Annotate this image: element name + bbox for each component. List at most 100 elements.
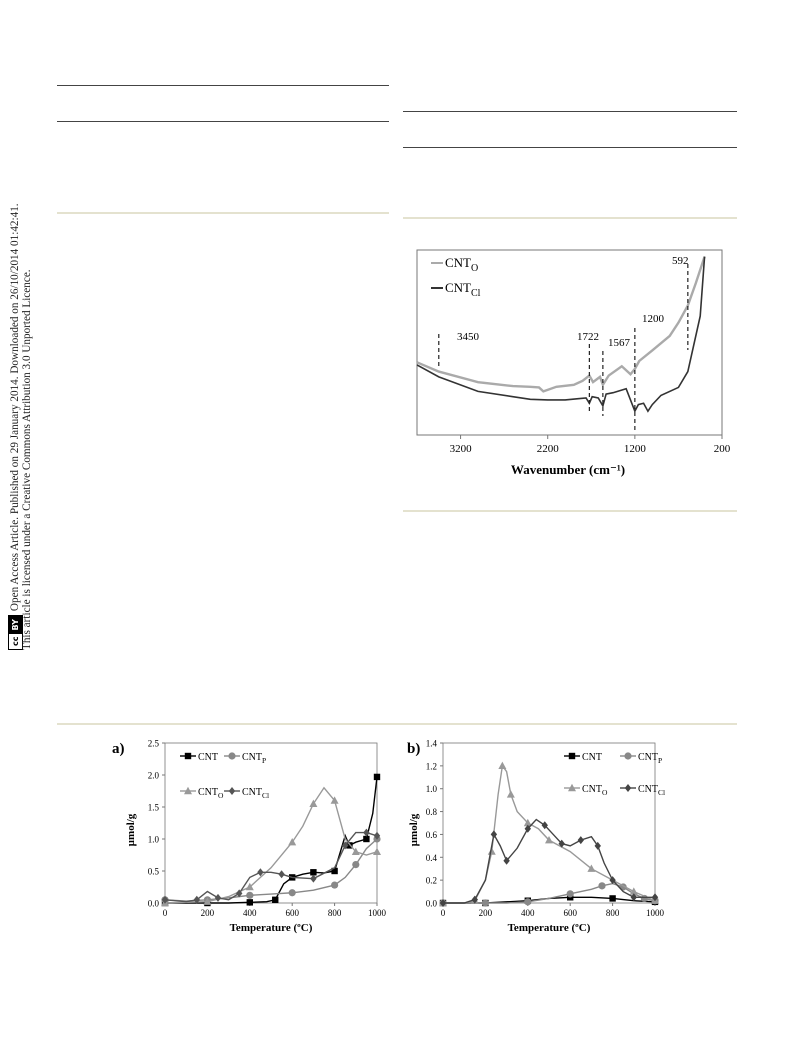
xtick-label: 400 [521, 908, 535, 918]
data-point-cntcl [609, 876, 616, 885]
data-point-cnt [346, 842, 353, 849]
ftir-series-cntcl [416, 256, 706, 414]
data-point-cnto [351, 847, 360, 855]
tpd-a-xlabel: Temperature (ºC) [230, 922, 313, 934]
license-line-2[interactable]: This article is licensed under a Creativ… [21, 269, 33, 650]
xtick-label: 600 [563, 908, 577, 918]
data-point-cnt [331, 867, 338, 875]
ytick-label: 2.5 [148, 739, 160, 749]
data-point-cntcl [236, 889, 243, 898]
legend-cntcl: CNTCl [242, 787, 269, 800]
data-point-cnt [310, 869, 317, 876]
ftir-series-cnto [416, 256, 706, 393]
xtick-label: 800 [606, 908, 620, 918]
data-point-cntcl [439, 899, 447, 907]
data-point-cntp [524, 898, 532, 906]
ytick-label: 1.5 [148, 803, 160, 813]
legend-marker-cntcl [624, 784, 632, 792]
data-point-cnt [609, 895, 616, 902]
tpd-a-frame [164, 742, 378, 904]
legend-label-cnto: CNTO [445, 255, 478, 274]
ftir-peak-label: 1567 [608, 337, 631, 349]
ftir-peak-label: 1722 [577, 331, 599, 343]
data-point-cntcl [310, 874, 317, 883]
data-point-cnt [363, 835, 370, 843]
data-point-cnto [498, 761, 507, 770]
legend-label-cntcl: CNTCl [445, 280, 481, 299]
ytick-label: 1.0 [148, 835, 160, 845]
data-point-cntp [288, 889, 296, 897]
legend-marker-cntp [624, 752, 632, 760]
series-line-cnto [164, 786, 378, 904]
data-point-cnt [246, 899, 253, 906]
legend-marker-cnt [568, 752, 576, 760]
xtick-label: 1000 [646, 908, 665, 918]
tpd-b-legend: CNT CNTP CNTO CNTCl [564, 752, 665, 797]
ytick-label: 0.4 [426, 853, 438, 863]
tpd-b-xlabel: Temperature (ºC) [508, 922, 591, 934]
legend-cnto: CNTO [198, 787, 224, 800]
series-line-cnto [443, 764, 656, 904]
xtick-label: 800 [328, 908, 342, 918]
data-point-cnto [309, 799, 318, 807]
ftir-peak-label: 592 [672, 255, 689, 267]
tpd-b-ylabel: µmol/g [408, 813, 420, 846]
xtick-label: 600 [285, 908, 299, 918]
xtick-label: 0 [441, 908, 446, 918]
series-line-cntcl [443, 818, 655, 904]
data-point-cntp [481, 899, 489, 907]
ftir-peak-label: 1200 [642, 313, 665, 325]
data-point-cnto [203, 897, 212, 905]
legend-cnt: CNT [582, 752, 602, 763]
section-divider [57, 212, 389, 214]
data-point-cntcl [342, 841, 349, 850]
data-point-cnto [245, 882, 254, 891]
panel-label-b: b) [407, 741, 420, 757]
ytick-label: 0.2 [426, 876, 437, 886]
tpd-chart-a: a) 0.00.51.01.52.02.5 0 200 400 600 800 1000 … [112, 739, 387, 935]
xtick-label: 400 [243, 908, 257, 918]
data-point-cntcl [503, 856, 510, 865]
ftir-xlabel: Wavenumber (cm⁻¹) [511, 462, 625, 477]
ytick-label: 0.8 [426, 807, 438, 817]
ytick-label: 1.2 [426, 761, 437, 771]
figure-divider-right [403, 510, 737, 512]
data-point-cnto [629, 887, 638, 895]
legend-cntcl: CNTCl [638, 784, 665, 797]
ytick-label: 0.0 [148, 899, 160, 909]
table-rule-mid [57, 121, 389, 122]
xtick-label: 0 [163, 908, 168, 918]
table-rule-mid-right [403, 147, 737, 148]
legend-cnt: CNT [198, 752, 218, 763]
ftir-spectrum-chart: 3450 1722 1567 1200 592 3200 2200 1200 200 CNTO… [416, 249, 731, 477]
data-point-cntp [331, 881, 339, 889]
data-point-cntcl [594, 841, 601, 850]
table-rule-top [57, 85, 389, 86]
tpd-a-legend: CNT CNTP CNTO CNTCl [180, 752, 269, 800]
license-line-1: Open Access Article. Published on 29 Jan… [9, 203, 22, 612]
legend-cntp: CNTP [242, 752, 266, 765]
series-line-cnt [165, 776, 378, 904]
data-point-cntcl [373, 831, 381, 840]
data-point-cntp [566, 890, 574, 898]
ytick-label: 2.0 [148, 771, 160, 781]
ftir-xtick-label: 1200 [624, 443, 647, 455]
legend-marker-cnt [184, 752, 192, 760]
data-point-cnto [330, 796, 339, 804]
data-point-cnto [587, 864, 596, 872]
data-point-cntcl [541, 821, 548, 830]
data-point-cntcl [558, 839, 565, 848]
data-point-cnto [506, 790, 515, 798]
data-point-cntcl [257, 868, 264, 877]
legend-marker-cnto [568, 783, 576, 792]
data-point-cnto [523, 818, 532, 827]
panel-label-a: a) [112, 741, 125, 757]
table-rule-top-right [403, 111, 737, 112]
figure-divider-bottom [57, 723, 737, 725]
data-point-cnto [373, 847, 381, 855]
ftir-xtick-label: 2200 [537, 443, 560, 455]
ftir-xtick-label: 200 [714, 443, 731, 455]
data-point-cntp [246, 891, 254, 899]
ytick-label: 1.0 [426, 784, 438, 794]
ytick-label: 0.0 [426, 899, 438, 909]
